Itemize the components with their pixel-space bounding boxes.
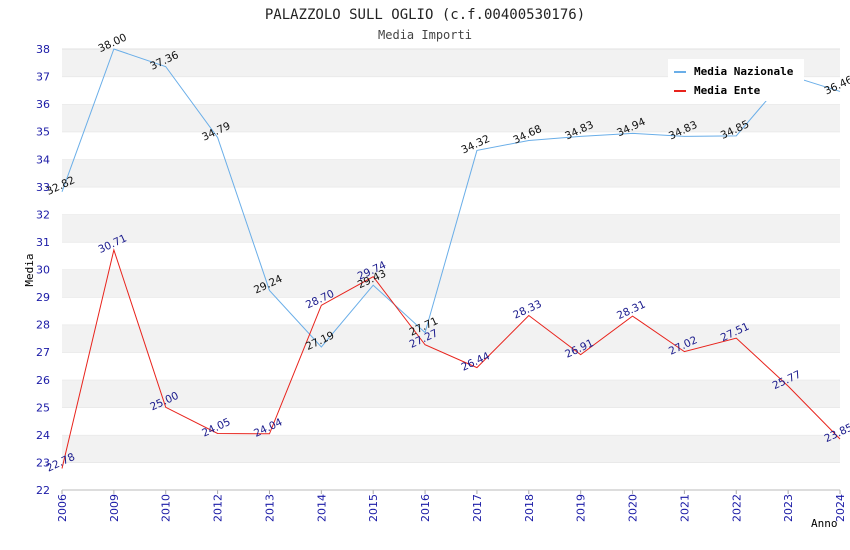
- y-tick-label: 24: [36, 429, 50, 442]
- x-tick-label: 2018: [523, 494, 536, 522]
- series-line-nazionale: [61, 48, 841, 348]
- y-tick-label: 22: [36, 484, 50, 497]
- chart-title: PALAZZOLO SULL OGLIO (c.f.00400530176): [265, 7, 585, 23]
- x-tick-label: 2023: [782, 494, 795, 522]
- y-tick-label: 25: [36, 401, 50, 414]
- y-tick-label: 36: [36, 98, 50, 111]
- y-tick-label: 30: [36, 264, 50, 277]
- y-tick-label: 37: [36, 71, 50, 84]
- grid-band: [62, 434, 840, 463]
- legend-box: [668, 59, 804, 101]
- y-tick-label: 32: [36, 208, 50, 221]
- grid-band: [62, 159, 840, 187]
- y-tick-label: 29: [36, 291, 50, 304]
- x-tick-label: 2021: [678, 494, 691, 522]
- x-tick-label: 2016: [419, 494, 432, 522]
- grid-band: [62, 269, 840, 298]
- grid-band: [62, 462, 840, 490]
- x-tick-label: 2009: [108, 494, 121, 522]
- x-tick-label: 2022: [730, 494, 743, 522]
- y-tick-label: 35: [36, 126, 50, 139]
- grid-band: [62, 379, 840, 408]
- chart-subtitle: Media Importi: [378, 28, 472, 42]
- grid-band: [62, 324, 840, 353]
- y-tick-label: 27: [36, 346, 50, 359]
- series-line-ente: [61, 248, 841, 469]
- y-tick-label: 28: [36, 319, 50, 332]
- y-tick-label: 23: [36, 456, 50, 469]
- grid-band: [62, 297, 840, 325]
- x-tick-label: 2020: [627, 494, 640, 522]
- x-tick-label: 2012: [212, 494, 225, 522]
- grid-band: [62, 186, 840, 215]
- y-tick-label: 31: [36, 236, 50, 249]
- x-tick-label: 2019: [575, 494, 588, 522]
- x-tick-label: 2010: [160, 494, 173, 522]
- y-tick-label: 33: [36, 181, 50, 194]
- x-tick-label: 2024: [834, 494, 847, 522]
- x-axis-ticks: 2006 2009 2010 2012 2013 2014 2015 2016 2017 2018…: [56, 490, 847, 522]
- series-lines: [61, 48, 841, 469]
- y-axis-label: Media: [23, 253, 36, 286]
- x-tick-label: 2006: [56, 494, 69, 522]
- grid-band: [62, 407, 840, 435]
- x-tick-label: 2017: [471, 494, 484, 522]
- grid-band: [62, 352, 840, 380]
- x-axis-label: Anno: [811, 517, 838, 530]
- x-tick-label: 2014: [315, 494, 328, 522]
- y-tick-label: 34: [36, 153, 50, 166]
- y-tick-label: 38: [36, 43, 50, 56]
- y-axis-ticks: 22 23 24 25 26 27 28 29 30 31 32 33 34 35 36 37 38: [36, 43, 50, 497]
- x-tick-label: 2015: [367, 494, 380, 522]
- legend-label-ente: Media Ente: [694, 84, 761, 97]
- grid-band: [62, 214, 840, 242]
- legend-label-nazionale: Media Nazionale: [694, 65, 794, 78]
- grid-bands: [62, 48, 840, 490]
- grid-band: [62, 241, 840, 270]
- legend: Media Nazionale Media Ente: [668, 59, 804, 101]
- x-tick-label: 2013: [263, 494, 276, 522]
- grid-band: [62, 104, 840, 132]
- y-tick-label: 26: [36, 374, 50, 387]
